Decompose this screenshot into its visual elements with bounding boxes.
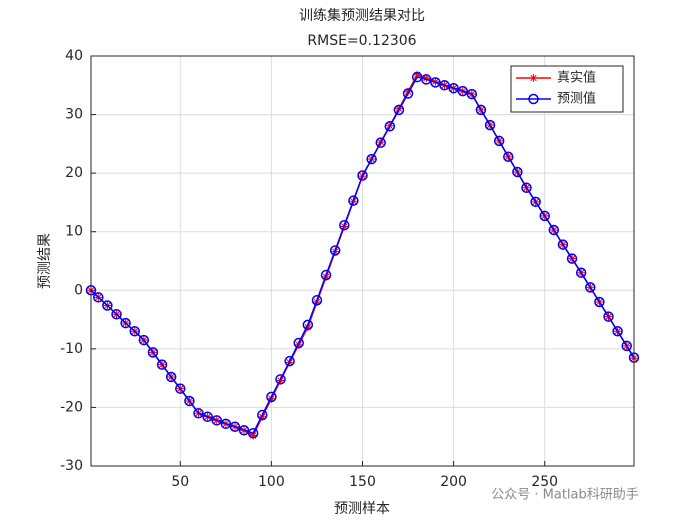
legend-label: 真实值 xyxy=(557,70,596,86)
star-marker xyxy=(422,74,431,83)
circle-marker xyxy=(175,383,186,394)
circle-marker xyxy=(120,317,131,329)
circle-marker xyxy=(339,220,350,231)
circle-marker xyxy=(512,166,523,178)
star-marker xyxy=(258,412,267,421)
y-axis-label: 预测结果 xyxy=(37,233,53,289)
series-line xyxy=(90,76,635,435)
circle-marker xyxy=(275,374,286,385)
circle-marker xyxy=(129,326,140,337)
circle-marker xyxy=(238,425,250,436)
circle-marker xyxy=(147,347,159,358)
circle-marker xyxy=(93,292,104,303)
circle-marker xyxy=(430,77,441,88)
circle-marker xyxy=(229,421,241,433)
star-marker xyxy=(267,394,276,403)
circle-marker xyxy=(165,371,177,383)
star-marker xyxy=(303,323,312,332)
star-marker xyxy=(294,340,303,349)
x-tick-label: 150 xyxy=(349,474,376,490)
x-axis-label: 预测样本 xyxy=(334,501,390,517)
circle-marker xyxy=(284,355,295,367)
circle-marker xyxy=(585,282,596,293)
circle-marker xyxy=(457,85,468,97)
x-tick-label: 50 xyxy=(171,474,189,490)
circle-marker xyxy=(557,239,569,250)
circle-marker xyxy=(603,311,614,322)
circle-marker xyxy=(439,80,450,91)
circle-marker xyxy=(366,153,377,165)
chart-subtitle: RMSE=0.12306 xyxy=(307,33,416,49)
legend-label: 预测值 xyxy=(557,91,596,107)
circle-marker xyxy=(384,121,396,132)
circle-marker xyxy=(402,88,414,99)
x-tick-label: 250 xyxy=(531,474,558,490)
circle-marker xyxy=(612,326,623,337)
circle-marker xyxy=(156,359,168,370)
circle-marker xyxy=(329,245,341,256)
circle-marker xyxy=(266,391,277,403)
circle-marker xyxy=(247,427,259,439)
star-marker xyxy=(413,70,422,79)
circle-marker xyxy=(566,253,578,264)
y-tick-label: 20 xyxy=(65,165,83,181)
star-marker xyxy=(529,74,538,82)
y-tick-label: 30 xyxy=(65,107,83,123)
circle-marker xyxy=(220,418,232,430)
circle-marker xyxy=(193,408,204,419)
circle-marker xyxy=(357,170,368,181)
y-tick-label: 40 xyxy=(65,48,83,64)
star-marker xyxy=(404,87,413,96)
y-tick-label: 10 xyxy=(65,224,83,240)
circle-marker xyxy=(448,82,459,94)
y-tick-label: -10 xyxy=(60,341,83,357)
circle-marker xyxy=(621,340,632,352)
circle-marker xyxy=(211,415,222,426)
circle-marker xyxy=(503,151,514,162)
circle-marker xyxy=(257,409,268,421)
circle-marker xyxy=(466,88,478,100)
circle-marker xyxy=(348,195,359,206)
circle-marker xyxy=(320,269,332,281)
circle-marker xyxy=(102,300,113,311)
legend-box xyxy=(510,65,624,113)
circle-marker xyxy=(548,224,560,236)
circle-marker xyxy=(475,104,487,116)
y-tick-label: -30 xyxy=(60,458,83,474)
x-tick-label: 100 xyxy=(258,474,285,490)
circle-marker xyxy=(302,319,314,331)
circle-marker xyxy=(530,196,541,208)
circle-marker xyxy=(528,93,539,105)
circle-marker xyxy=(421,74,432,85)
circle-marker xyxy=(111,309,122,320)
circle-marker xyxy=(184,395,195,407)
star-marker xyxy=(249,431,258,440)
y-tick-label: -20 xyxy=(60,399,83,415)
circle-marker xyxy=(293,337,304,349)
circle-marker xyxy=(493,135,505,147)
circle-marker xyxy=(311,294,323,306)
circle-marker xyxy=(393,104,405,116)
axes-box xyxy=(90,55,635,467)
y-tick-label: 0 xyxy=(74,282,83,298)
x-tick-label: 200 xyxy=(440,474,467,490)
circle-marker xyxy=(484,119,496,131)
circle-marker xyxy=(375,137,386,148)
watermark: 公众号 · Matlab科研助手 xyxy=(491,488,639,503)
circle-marker xyxy=(138,334,150,346)
circle-marker xyxy=(202,411,213,423)
circle-marker xyxy=(539,210,550,222)
circle-marker xyxy=(594,296,605,308)
circle-marker xyxy=(521,182,532,194)
circle-marker xyxy=(575,267,587,278)
chart-title: 训练集预测结果对比 xyxy=(299,7,425,24)
